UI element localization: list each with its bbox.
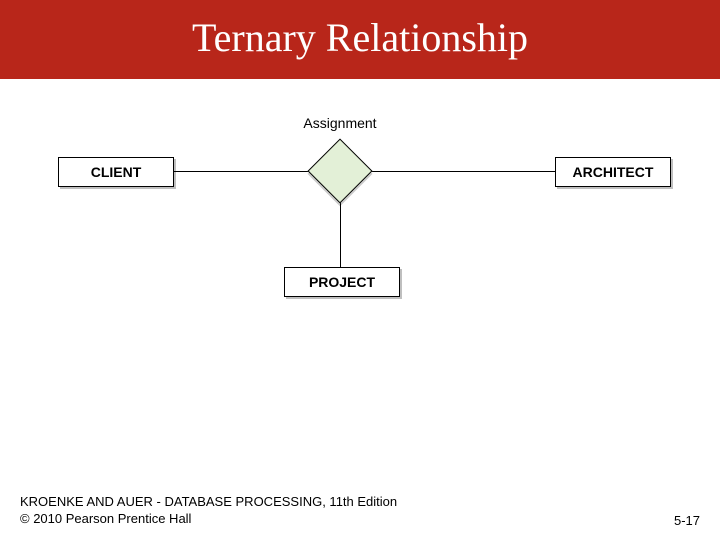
page-number: 5-17 [674,513,700,528]
entity-client: CLIENT [58,157,174,187]
relationship-label: Assignment [300,115,380,131]
title-bar: Ternary Relationship [0,0,720,79]
edge-diamond-architect [362,171,555,172]
er-diagram: Assignment CLIENT ARCHITECT PROJECT [0,79,720,439]
footer-line1: KROENKE AND AUER - DATABASE PROCESSING, … [20,493,397,511]
footer-left: KROENKE AND AUER - DATABASE PROCESSING, … [20,493,397,528]
relationship-label-text: Assignment [303,115,376,131]
edge-client-diamond [174,171,318,172]
entity-project-label: PROJECT [309,274,375,290]
entity-client-label: CLIENT [91,164,142,180]
slide-title: Ternary Relationship [0,14,720,61]
footer-line2: © 2010 Pearson Prentice Hall [20,510,397,528]
entity-architect: ARCHITECT [555,157,671,187]
relationship-diamond [307,138,372,203]
entity-project: PROJECT [284,267,400,297]
entity-architect-label: ARCHITECT [573,164,654,180]
edge-diamond-project [340,193,341,267]
footer: KROENKE AND AUER - DATABASE PROCESSING, … [20,493,700,528]
